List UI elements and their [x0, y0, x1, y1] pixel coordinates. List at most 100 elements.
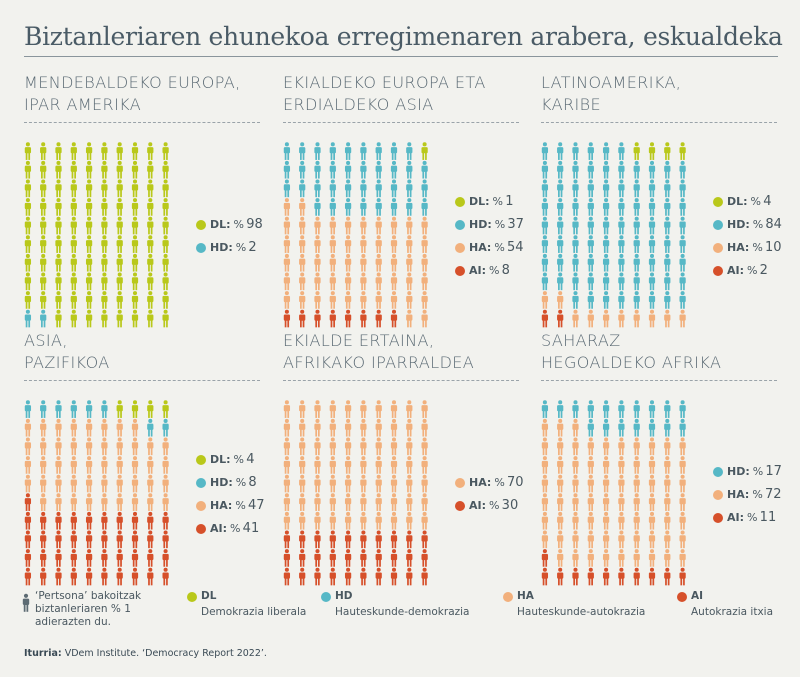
person-icon — [101, 198, 108, 216]
person-icon — [406, 437, 413, 456]
person-icon — [572, 198, 579, 216]
person-icon — [406, 142, 413, 160]
person-icon — [147, 198, 154, 216]
person-icon — [131, 291, 139, 309]
person-icon — [421, 291, 428, 309]
person-icon — [55, 198, 62, 216]
person-icon — [131, 456, 139, 474]
person-icon — [557, 272, 564, 291]
person-icon — [299, 400, 306, 418]
value-code: HA: — [727, 488, 750, 501]
person-icon — [360, 272, 367, 291]
person-icon — [131, 272, 139, 291]
person-icon — [648, 216, 656, 235]
person-icon — [131, 142, 139, 160]
person-icon — [101, 235, 108, 253]
region-value-ha: HA:% 54 — [455, 236, 524, 259]
region-divider — [541, 122, 777, 123]
person-icon — [679, 253, 686, 272]
person-icon — [101, 456, 108, 474]
legend-swatch — [321, 592, 331, 602]
person-icon — [329, 549, 336, 567]
value-swatch — [713, 242, 723, 253]
person-icon — [116, 530, 123, 549]
person-icon — [314, 235, 321, 253]
value-swatch — [196, 242, 206, 253]
person-icon — [679, 493, 686, 511]
person-icon — [147, 437, 154, 456]
person-icon — [283, 198, 291, 216]
person-icon — [55, 235, 62, 253]
person-icon — [633, 272, 640, 291]
person-icon — [421, 456, 428, 474]
person-icon — [633, 456, 640, 474]
person-icon — [299, 198, 306, 216]
person-icon — [116, 291, 123, 309]
region-panel: EKIALDE ERTAINA, AFRIKAKO IPARRALDEA HA:… — [283, 330, 524, 586]
person-icon — [633, 474, 640, 493]
value-code: AI: — [469, 499, 487, 512]
person-icon — [572, 179, 579, 198]
value-swatch — [196, 219, 206, 230]
person-icon — [618, 309, 625, 328]
person-icon — [390, 235, 398, 253]
person-icon — [329, 530, 336, 549]
person-icon — [679, 474, 686, 493]
person-icon — [406, 253, 413, 272]
person-icon — [541, 456, 549, 474]
person-icon — [648, 400, 656, 418]
person-icon — [390, 456, 398, 474]
person-icon — [360, 400, 367, 418]
region-value-hd: HD:% 84 — [713, 213, 782, 236]
pictogram-grid — [24, 142, 172, 334]
person-icon — [360, 216, 367, 235]
value-code: HA: — [210, 499, 233, 512]
person-icon — [375, 437, 382, 456]
pictogram-grid — [283, 142, 431, 334]
value-code: HA: — [727, 241, 750, 254]
person-icon — [147, 400, 154, 418]
person-icon — [299, 530, 306, 549]
person-icon — [314, 549, 321, 567]
person-icon — [55, 272, 62, 291]
person-icon — [406, 474, 413, 493]
person-icon — [40, 142, 47, 160]
person-icon — [633, 179, 640, 198]
person-icon — [664, 198, 671, 216]
percent-sign: % — [235, 499, 248, 512]
person-icon — [557, 291, 564, 309]
person-icon — [55, 437, 62, 456]
person-icon — [299, 474, 306, 493]
person-icon — [314, 291, 321, 309]
person-icon — [85, 418, 93, 437]
person-icon — [314, 474, 321, 493]
person-icon — [557, 216, 564, 235]
percent-sign: % — [494, 476, 507, 489]
person-icon — [557, 437, 564, 456]
person-icon — [40, 198, 47, 216]
person-icon — [406, 567, 413, 586]
person-icon — [406, 493, 413, 511]
person-icon — [406, 530, 413, 549]
person-icon — [299, 272, 306, 291]
person-icon — [147, 456, 154, 474]
person-icon — [85, 493, 93, 511]
region-divider — [283, 380, 519, 381]
person-icon — [85, 291, 93, 309]
region-value-dl: DL:% 1 — [455, 190, 524, 213]
person-icon — [24, 253, 32, 272]
value-swatch — [713, 196, 723, 207]
person-icon — [618, 142, 625, 160]
person-icon — [329, 160, 336, 179]
person-icon — [85, 216, 93, 235]
person-icon — [40, 567, 47, 586]
person-icon — [299, 253, 306, 272]
person-icon — [70, 511, 77, 530]
person-icon — [40, 530, 47, 549]
person-icon — [147, 160, 154, 179]
person-icon — [344, 160, 352, 179]
person-icon — [421, 179, 428, 198]
person-icon — [664, 235, 671, 253]
person-icon — [664, 549, 671, 567]
person-icon — [147, 549, 154, 567]
